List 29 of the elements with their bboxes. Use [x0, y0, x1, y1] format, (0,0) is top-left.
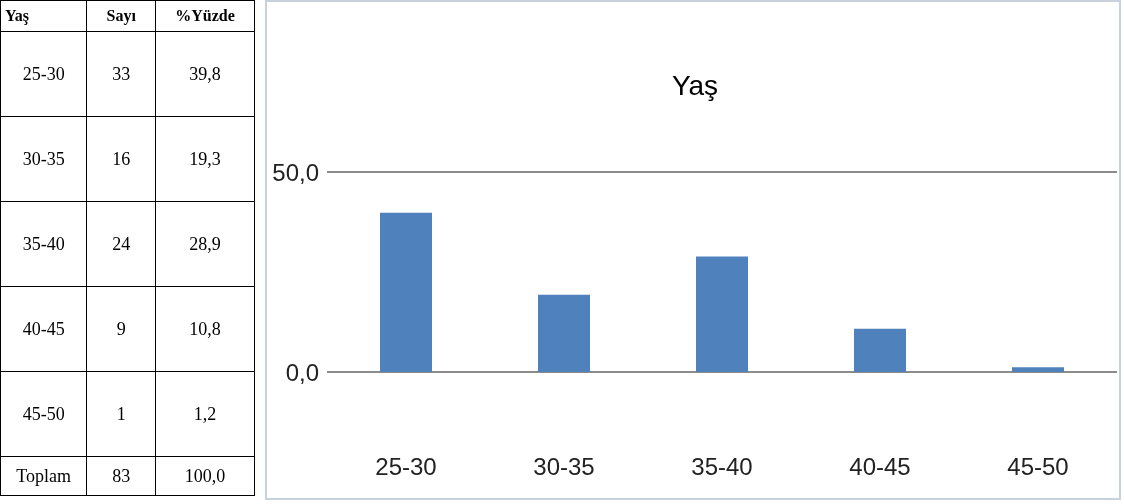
text: 100,0	[155, 456, 255, 496]
category-label: 40-45	[22, 318, 65, 339]
x-tick-label: 45-50	[1007, 453, 1069, 481]
chart-title: Yaş	[670, 70, 720, 102]
text: Toplam	[0, 456, 87, 496]
x-tick-label: 35-40	[691, 453, 753, 481]
category-label: 30-35	[22, 148, 65, 169]
text: %Yüzde	[155, 0, 255, 32]
text: 1	[86, 371, 156, 457]
text: 10,8	[155, 286, 255, 372]
x-tick-label: 25-30	[375, 453, 437, 481]
y-tick-label: 0,0	[285, 358, 319, 386]
text: Sayı	[86, 0, 156, 32]
text: Yaş	[0, 0, 87, 32]
text: 24	[86, 201, 156, 287]
category-label: 35-40	[22, 233, 65, 254]
text: 9	[86, 286, 156, 372]
text: 33	[86, 31, 156, 117]
text: 39,8	[155, 31, 255, 117]
x-tick-label: 40-45	[849, 453, 911, 481]
text: 19,3	[155, 116, 255, 202]
text: 83	[86, 456, 156, 496]
category-label: 25-30	[22, 63, 65, 84]
text: 28,9	[155, 201, 255, 287]
text: 1,2	[155, 371, 255, 457]
y-tick-label: 50,0	[272, 158, 319, 186]
category-label: 45-50	[22, 403, 65, 424]
text: 16	[86, 116, 156, 202]
x-tick-label: 30-35	[533, 453, 595, 481]
